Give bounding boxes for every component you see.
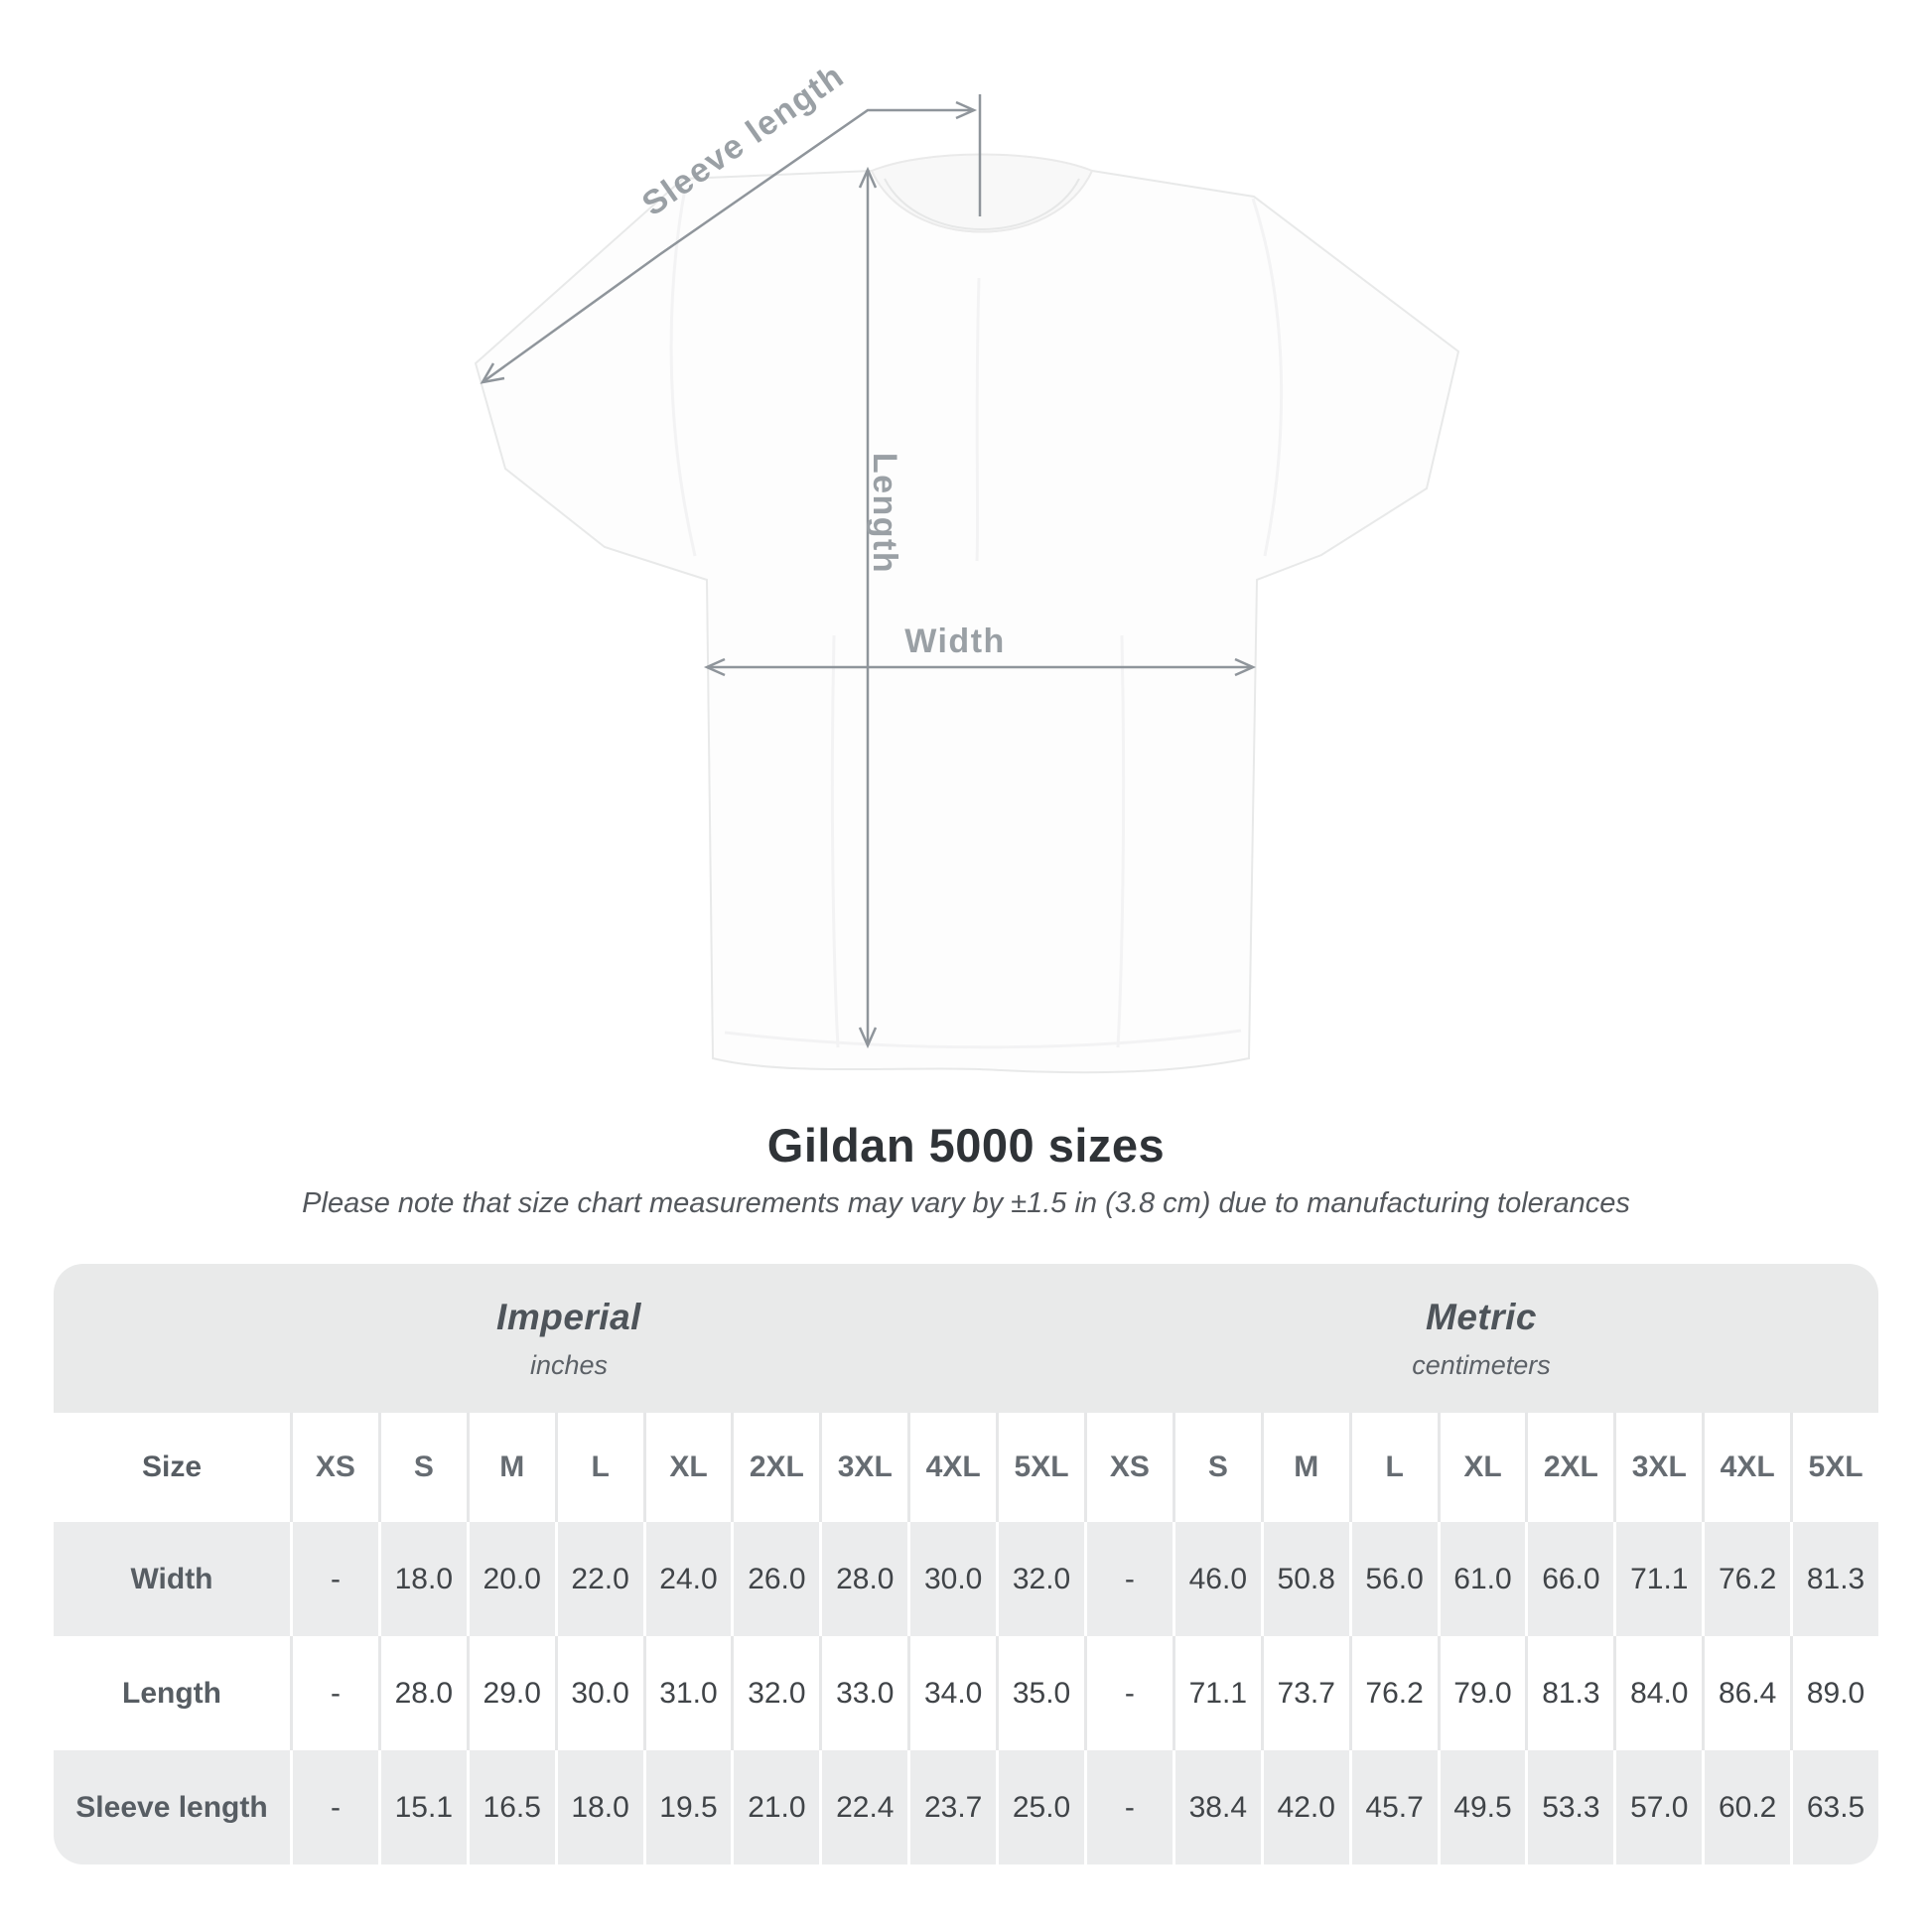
- measurement-cell: 46.0: [1172, 1522, 1261, 1636]
- measurement-cell: 86.4: [1702, 1636, 1791, 1750]
- length-label: Length: [866, 453, 903, 574]
- measurement-cell: 32.0: [731, 1636, 820, 1750]
- page-title: Gildan 5000 sizes: [766, 1119, 1166, 1172]
- measurement-cell: 18.0: [554, 1750, 643, 1864]
- size-option-header: S: [377, 1413, 467, 1522]
- collar: [870, 153, 1094, 233]
- measurement-cell: 60.2: [1702, 1750, 1791, 1864]
- length-arrow: [858, 166, 878, 1049]
- measurement-cell: 71.1: [1613, 1522, 1703, 1636]
- measurement-cell: -: [1083, 1636, 1173, 1750]
- measurement-cell: 63.5: [1790, 1750, 1878, 1864]
- size-option-header: XS: [1083, 1413, 1173, 1522]
- measurement-cell: 61.0: [1437, 1522, 1526, 1636]
- size-option-header: 4XL: [1702, 1413, 1791, 1522]
- measurement-cell: 56.0: [1348, 1522, 1438, 1636]
- measurement-cell: 35.0: [996, 1636, 1084, 1750]
- measurement-cell: -: [290, 1636, 378, 1750]
- tolerance-note: Please note that size chart measurements…: [302, 1187, 1630, 1219]
- measurement-cell: -: [1083, 1750, 1173, 1864]
- size-option-header: 5XL: [996, 1413, 1084, 1522]
- size-table: Imperial inches Metric centimeters Size X…: [54, 1264, 1878, 1864]
- measurement-cell: 16.5: [466, 1750, 555, 1864]
- measurement-cell: 18.0: [377, 1522, 467, 1636]
- size-column-header: Size: [54, 1413, 290, 1522]
- measurement-cell: 19.5: [642, 1750, 732, 1864]
- row-label: Sleeve length: [54, 1750, 290, 1864]
- measurement-cell: 22.0: [554, 1522, 643, 1636]
- measurement-cell: 81.3: [1790, 1522, 1878, 1636]
- measurement-cell: 76.2: [1702, 1522, 1791, 1636]
- imperial-label: Imperial: [496, 1296, 641, 1337]
- size-option-header: 2XL: [1525, 1413, 1614, 1522]
- size-option-header: M: [466, 1413, 555, 1522]
- measurement-cell: 32.0: [996, 1522, 1084, 1636]
- row-label: Width: [54, 1522, 290, 1636]
- measurement-cell: 31.0: [642, 1636, 732, 1750]
- size-grid: Size XS S M L XL 2XL 3XL 4XL 5XL XS S M L XL 2XL 3XL 4XL 5…: [54, 1413, 1878, 1864]
- measurement-cell: 49.5: [1437, 1750, 1526, 1864]
- measurement-cell: 73.7: [1260, 1636, 1349, 1750]
- measurement-cell: -: [290, 1522, 378, 1636]
- measurement-cell: 45.7: [1348, 1750, 1438, 1864]
- size-option-header: XL: [642, 1413, 732, 1522]
- measurement-cell: -: [290, 1750, 378, 1864]
- size-option-header: 3XL: [1613, 1413, 1703, 1522]
- measurement-cell: 15.1: [377, 1750, 467, 1864]
- collar-band-seam: [884, 178, 1080, 230]
- measurement-cell: 57.0: [1613, 1750, 1703, 1864]
- metric-section-header: Metric centimeters: [1084, 1264, 1878, 1413]
- measurement-cell: 28.0: [819, 1522, 908, 1636]
- imperial-unit: inches: [529, 1349, 609, 1380]
- measurement-cell: 22.4: [819, 1750, 908, 1864]
- size-option-header: 2XL: [731, 1413, 820, 1522]
- size-option-header: XL: [1437, 1413, 1526, 1522]
- measurement-cell: 53.3: [1525, 1750, 1614, 1864]
- measurement-cell: 30.0: [554, 1636, 643, 1750]
- measurement-cell: -: [1083, 1522, 1173, 1636]
- size-option-header: S: [1172, 1413, 1261, 1522]
- size-option-header: L: [1348, 1413, 1438, 1522]
- width-label: Width: [904, 622, 1006, 660]
- measurement-cell: 21.0: [731, 1750, 820, 1864]
- measurement-cell: 26.0: [731, 1522, 820, 1636]
- measurement-cell: 38.4: [1172, 1750, 1261, 1864]
- tshirt-graphic: Sleeve length Length Width: [474, 57, 1460, 1074]
- measurement-cell: 23.7: [907, 1750, 997, 1864]
- measurement-cell: 34.0: [907, 1636, 997, 1750]
- measurement-cell: 42.0: [1260, 1750, 1349, 1864]
- measurement-cell: 50.8: [1260, 1522, 1349, 1636]
- measurement-cell: 66.0: [1525, 1522, 1614, 1636]
- row-label: Length: [54, 1636, 290, 1750]
- width-arrow: [703, 657, 1257, 677]
- size-option-header: 3XL: [819, 1413, 908, 1522]
- measurement-cell: 79.0: [1437, 1636, 1526, 1750]
- measurement-cell: 28.0: [377, 1636, 467, 1750]
- sleeve-length-arrow: [480, 100, 978, 384]
- fabric-folds: [669, 188, 1284, 1049]
- unit-system-header: Imperial inches Metric centimeters: [54, 1264, 1878, 1413]
- tshirt-measurement-diagram: Sleeve length Length Width: [474, 57, 1460, 1074]
- measurement-cell: 84.0: [1613, 1636, 1703, 1750]
- measurement-cell: 24.0: [642, 1522, 732, 1636]
- metric-unit: centimeters: [1412, 1349, 1551, 1380]
- measurement-cell: 29.0: [466, 1636, 555, 1750]
- measurement-cell: 25.0: [996, 1750, 1084, 1864]
- measurement-cell: 81.3: [1525, 1636, 1614, 1750]
- size-option-header: L: [554, 1413, 643, 1522]
- measurement-cell: 76.2: [1348, 1636, 1438, 1750]
- measurement-cell: 71.1: [1172, 1636, 1261, 1750]
- size-option-header: 5XL: [1790, 1413, 1878, 1522]
- size-option-header: XS: [290, 1413, 378, 1522]
- measurement-cell: 20.0: [466, 1522, 555, 1636]
- measurement-cell: 89.0: [1790, 1636, 1878, 1750]
- measurement-cell: 33.0: [819, 1636, 908, 1750]
- metric-label: Metric: [1426, 1296, 1537, 1337]
- measurement-cell: 30.0: [907, 1522, 997, 1636]
- size-option-header: 4XL: [907, 1413, 997, 1522]
- size-option-header: M: [1260, 1413, 1349, 1522]
- imperial-section-header: Imperial inches: [54, 1264, 1084, 1413]
